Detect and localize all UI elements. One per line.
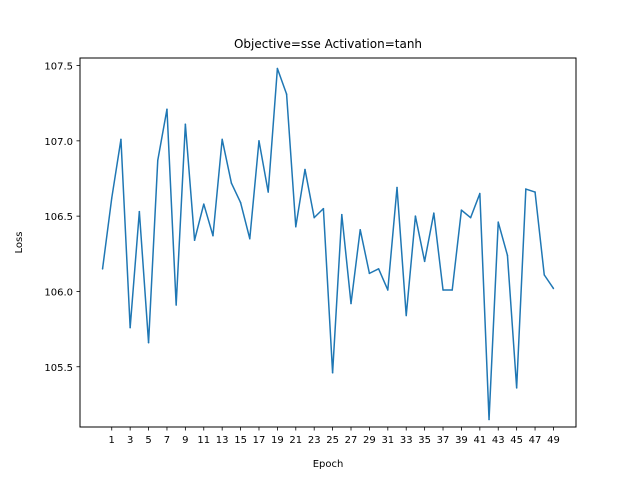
data-point: [377, 268, 380, 270]
x-tick-label: 19: [271, 435, 284, 446]
data-point: [313, 216, 315, 219]
x-tick-label: 35: [418, 435, 431, 446]
x-tick-label: 33: [400, 435, 413, 446]
data-point: [534, 191, 536, 193]
x-tick-label: 43: [492, 435, 505, 446]
data-point: [129, 326, 131, 329]
data-point: [147, 341, 150, 344]
chart-title: Objective=sse Activation=tanh: [234, 37, 422, 51]
data-point: [221, 138, 223, 141]
x-tick-label: 29: [363, 435, 376, 446]
data-point: [497, 221, 499, 223]
data-point: [230, 182, 233, 184]
x-tick-label: 7: [164, 435, 170, 446]
data-point: [212, 234, 214, 237]
data-point: [442, 289, 444, 291]
x-tick-label: 49: [547, 435, 560, 446]
y-tick-label: 107.5: [44, 62, 73, 73]
data-point: [396, 186, 398, 189]
x-tick-label: 23: [308, 435, 321, 446]
plot-area: [101, 67, 555, 421]
data-point: [414, 215, 417, 217]
y-tick-label: 107.0: [44, 137, 73, 148]
data-point: [451, 289, 453, 291]
data-point: [258, 140, 260, 142]
series-line: [101, 67, 555, 421]
x-tick-label: 17: [253, 435, 266, 446]
data-point: [479, 192, 481, 195]
data-point: [405, 314, 407, 317]
y-tick-label: 106.0: [44, 287, 73, 298]
x-tick-label: 25: [326, 435, 339, 446]
data-point: [387, 289, 389, 291]
x-tick-label: 39: [455, 435, 468, 446]
y-tick-label: 105.5: [44, 363, 73, 374]
data-point: [120, 138, 122, 141]
x-tick-label: 15: [234, 435, 247, 446]
data-point: [249, 237, 251, 240]
y-axis-label: Loss: [14, 232, 25, 254]
data-point: [460, 209, 463, 211]
data-point: [285, 93, 288, 95]
data-point: [276, 67, 279, 70]
data-point: [322, 207, 325, 210]
data-point: [239, 201, 242, 204]
x-axis: 1 3 5 7 9 11 13 15 17 19 21 23 25 27 29 31 33 35 37 39 41 43 4…: [109, 427, 560, 446]
x-tick-label: 11: [197, 435, 210, 446]
x-tick-label: 37: [437, 435, 450, 446]
x-tick-label: 41: [473, 435, 486, 446]
data-point: [359, 228, 361, 231]
data-point: [525, 188, 527, 190]
x-tick-label: 5: [145, 435, 151, 446]
data-point: [515, 387, 518, 389]
data-point: [157, 159, 159, 162]
x-axis-label: Epoch: [313, 459, 344, 470]
data-point: [488, 418, 490, 421]
x-tick-label: 3: [127, 435, 133, 446]
data-point: [423, 260, 426, 263]
y-axis: 105.5 106.0 106.5 107.0 107.5: [44, 62, 80, 374]
data-point: [101, 268, 104, 270]
x-tick-label: 13: [216, 435, 229, 446]
data-point: [543, 274, 545, 276]
data-point: [184, 123, 187, 126]
data-point: [433, 212, 435, 214]
data-point: [368, 272, 371, 275]
data-point: [267, 191, 269, 193]
axes-frame: [79, 57, 577, 428]
data-point: [193, 239, 196, 241]
y-tick-label: 106.5: [44, 212, 73, 223]
data-point: [469, 216, 472, 219]
data-point: [552, 287, 555, 290]
data-point: [331, 372, 334, 374]
data-point: [111, 197, 113, 199]
data-point: [295, 225, 297, 228]
x-tick-label: 31: [381, 435, 394, 446]
data-point: [203, 203, 205, 205]
x-tick-label: 47: [529, 435, 542, 446]
data-point: [138, 210, 141, 213]
x-tick-label: 9: [182, 435, 188, 446]
x-tick-label: 21: [289, 435, 302, 446]
data-point: [341, 213, 343, 216]
data-point: [506, 254, 509, 257]
x-tick-label: 27: [345, 435, 358, 446]
x-tick-label: 1: [109, 435, 115, 446]
data-point: [175, 304, 177, 306]
x-tick-label: 45: [510, 435, 523, 446]
data-point: [350, 302, 352, 305]
data-point: [166, 108, 168, 110]
data-point: [304, 168, 306, 171]
